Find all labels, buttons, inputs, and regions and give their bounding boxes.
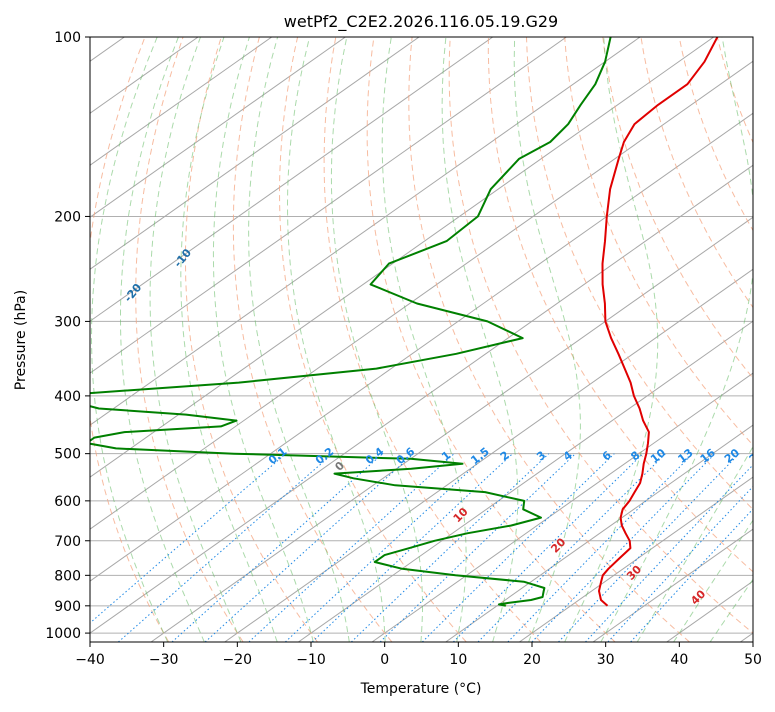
y-tick-label: 800 <box>54 568 81 584</box>
dry-adiabat-line <box>756 37 775 642</box>
mixing-ratio-label: 16 <box>698 446 718 466</box>
moist-adiabat-line <box>150 37 241 642</box>
moist-adiabat-line <box>249 37 350 642</box>
mixing-ratio-label: 1.5 <box>468 445 491 467</box>
y-axis-label: Pressure (hPa) <box>13 290 29 390</box>
mixing-ratio-line <box>285 454 488 642</box>
x-tick-label: −40 <box>75 652 105 668</box>
mixing-ratio-label: 30 <box>767 446 775 466</box>
isotherm-line <box>446 37 775 642</box>
mixing-ratio-label: 25 <box>747 446 767 466</box>
y-tick-label: 100 <box>54 30 81 46</box>
mixing-ratio-label: 2 <box>498 449 512 464</box>
dry-adiabat-line <box>717 37 775 642</box>
dry-adiabat-label: -20 <box>122 281 145 305</box>
moist-adiabat-line <box>92 37 168 642</box>
moist-adiabat-line <box>710 37 775 642</box>
mixing-ratio-label: 20 <box>722 446 742 466</box>
x-tick-label: 20 <box>523 652 541 668</box>
mixing-ratio-label: 0.1 <box>266 445 289 467</box>
dry-adiabat-line <box>84 37 169 642</box>
isotherm-line <box>740 37 775 642</box>
x-tick-label: −10 <box>296 652 326 668</box>
mixing-ratio-line <box>585 454 764 642</box>
mixing-ratio-line <box>508 454 693 642</box>
y-tick-label: 500 <box>54 447 81 463</box>
y-tick-label: 400 <box>54 389 81 405</box>
y-tick-label: 600 <box>54 494 81 510</box>
moist-adiabat-line <box>637 37 775 642</box>
moist-adiabat-label: 0 <box>332 459 347 474</box>
mixing-ratio-label: 10 <box>648 446 668 466</box>
x-tick-label: 40 <box>670 652 688 668</box>
isotherm-line <box>0 37 419 642</box>
y-tick-label: 200 <box>54 209 81 225</box>
moist-adiabat-line <box>674 37 775 642</box>
dry-adiabat-line <box>233 37 392 642</box>
isotherm-line <box>0 37 345 642</box>
mixing-ratio-label: 6 <box>600 448 614 463</box>
y-tick-label: 700 <box>54 534 81 550</box>
moist-adiabat-line <box>213 37 313 642</box>
dry-adiabat-line <box>641 37 775 642</box>
x-tick-label: 50 <box>744 652 762 668</box>
y-tick-label: 900 <box>54 599 81 615</box>
x-axis-label: Temperature (°C) <box>360 681 482 697</box>
isotherm-line <box>298 37 775 642</box>
isotherm-line <box>0 37 198 642</box>
isotherm-line <box>0 37 775 642</box>
moist-adiabat-line <box>181 37 277 642</box>
mixing-ratio-label: 0.4 <box>363 445 387 467</box>
moist-adiabat-line <box>514 37 580 642</box>
x-tick-label: −30 <box>149 652 179 668</box>
isotherm-line <box>151 37 775 642</box>
dry-adiabat-line <box>449 37 764 642</box>
dry-adiabat-line <box>603 37 775 642</box>
moist-adiabat-label: 40 <box>688 587 708 607</box>
mixing-ratio-line <box>205 454 413 642</box>
y-tick-label: 1000 <box>45 626 81 642</box>
x-tick-label: 10 <box>449 652 467 668</box>
isotherm-line <box>0 37 272 642</box>
chart-title: wetPf2_C2E2.2026.116.05.19.G29 <box>284 12 558 32</box>
x-tick-label: 30 <box>597 652 615 668</box>
mixing-ratio-label: 0.6 <box>394 445 418 467</box>
x-tick-label: 0 <box>380 652 389 668</box>
dry-adiabat-line <box>136 37 243 642</box>
isotherm-line <box>0 37 714 642</box>
mixing-ratio-line <box>68 454 286 642</box>
moist-adiabat-line <box>288 37 386 642</box>
y-tick-label: 300 <box>54 314 81 330</box>
x-tick-label: −20 <box>223 652 253 668</box>
mixing-ratio-line <box>172 454 383 642</box>
